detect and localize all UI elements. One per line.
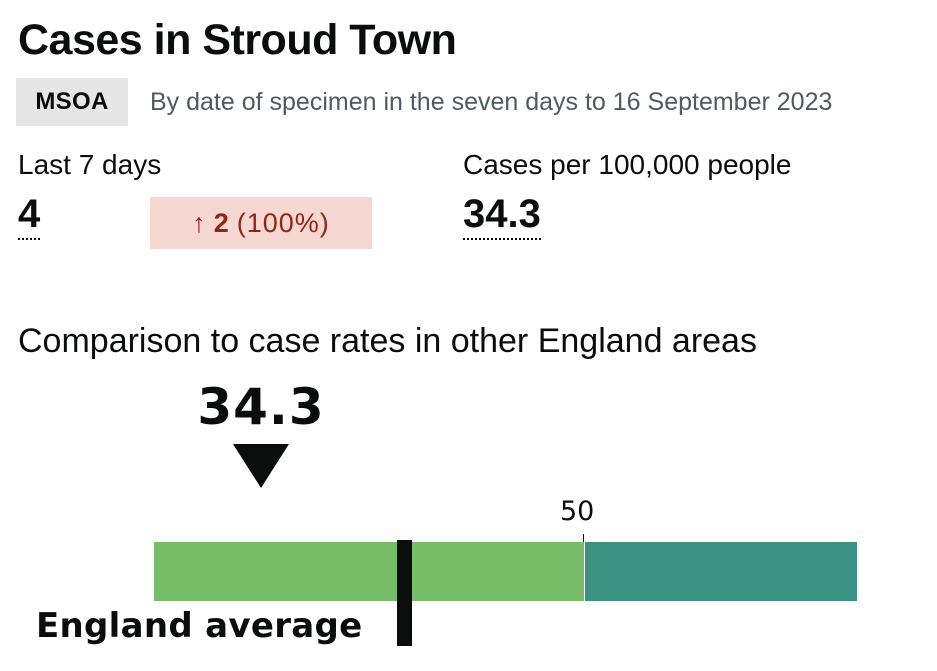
change-percent: (100%): [236, 207, 330, 238]
area-type-tag: MSOA: [16, 78, 128, 126]
date-subtitle: By date of specimen in the seven days to…: [150, 88, 833, 116]
up-arrow-icon: ↑: [192, 207, 206, 238]
change-amount: 2: [213, 207, 229, 238]
rate-value[interactable]: 34.3: [463, 192, 541, 240]
last-7-days-label: Last 7 days: [18, 149, 162, 180]
england-average-line: [397, 540, 412, 646]
marker-value: 34.3: [197, 378, 325, 436]
down-triangle-icon: [233, 444, 289, 488]
rate-label: Cases per 100,000 people: [463, 149, 792, 180]
rate-metric: Cases per 100,000 people 34.3: [463, 148, 792, 240]
change-badge: ↑ 2 (100%): [150, 197, 372, 249]
last-7-days-metric: Last 7 days 4: [18, 148, 162, 240]
comparison-heading: Comparison to case rates in other Englan…: [18, 322, 757, 360]
scale-tick: [583, 534, 584, 542]
last-7-days-value[interactable]: 4: [18, 192, 41, 240]
scale-label-50: 50: [560, 496, 595, 527]
england-average-label: England average: [36, 606, 363, 646]
page-title: Cases in Stroud Town: [18, 16, 457, 64]
scale-band-low: [154, 542, 584, 601]
scale-band-high: [585, 542, 857, 601]
